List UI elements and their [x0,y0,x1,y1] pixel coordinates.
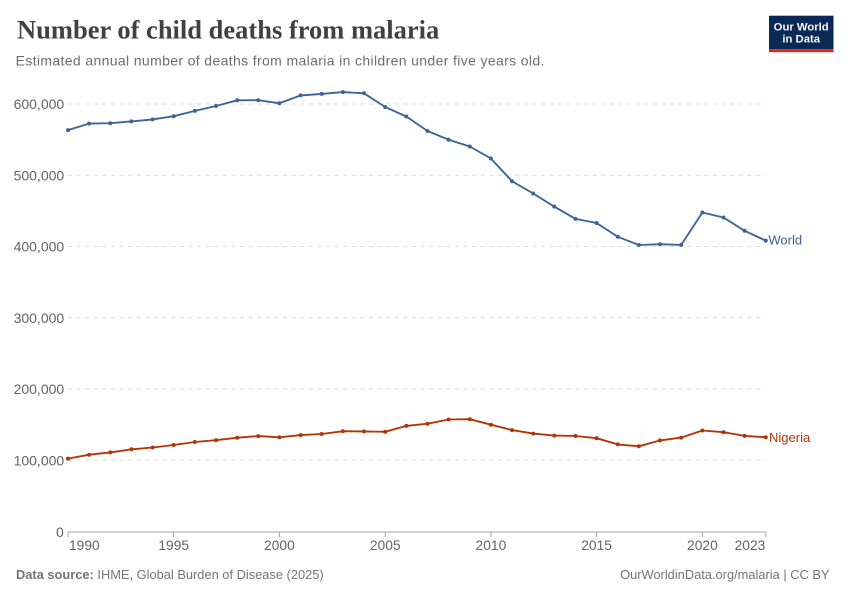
svg-text:400,000: 400,000 [14,239,65,255]
svg-text:Data source: IHME, Global Burd: Data source: IHME, Global Burden of Dise… [16,567,324,582]
svg-text:100,000: 100,000 [14,452,65,468]
svg-text:Nigeria: Nigeria [769,430,811,445]
svg-text:2015: 2015 [581,538,612,553]
svg-text:World: World [768,233,802,248]
svg-text:2023: 2023 [735,538,766,553]
svg-text:2005: 2005 [370,538,401,553]
svg-text:in Data: in Data [782,33,820,45]
svg-text:OurWorldinData.org/malaria | C: OurWorldinData.org/malaria | CC BY [620,567,830,582]
svg-text:Estimated annual number of dea: Estimated annual number of deaths from m… [16,52,545,68]
svg-text:1995: 1995 [158,538,189,553]
svg-text:500,000: 500,000 [14,167,65,183]
svg-text:300,000: 300,000 [14,310,65,326]
svg-text:Our World: Our World [774,22,829,34]
svg-text:2000: 2000 [264,538,295,553]
svg-text:1990: 1990 [69,538,100,553]
svg-text:2020: 2020 [687,538,718,553]
svg-text:200,000: 200,000 [14,381,65,397]
svg-text:600,000: 600,000 [14,96,65,112]
svg-text:Number of child deaths from ma: Number of child deaths from malaria [17,14,439,44]
svg-text:2010: 2010 [476,538,507,553]
svg-text:0: 0 [56,524,64,540]
